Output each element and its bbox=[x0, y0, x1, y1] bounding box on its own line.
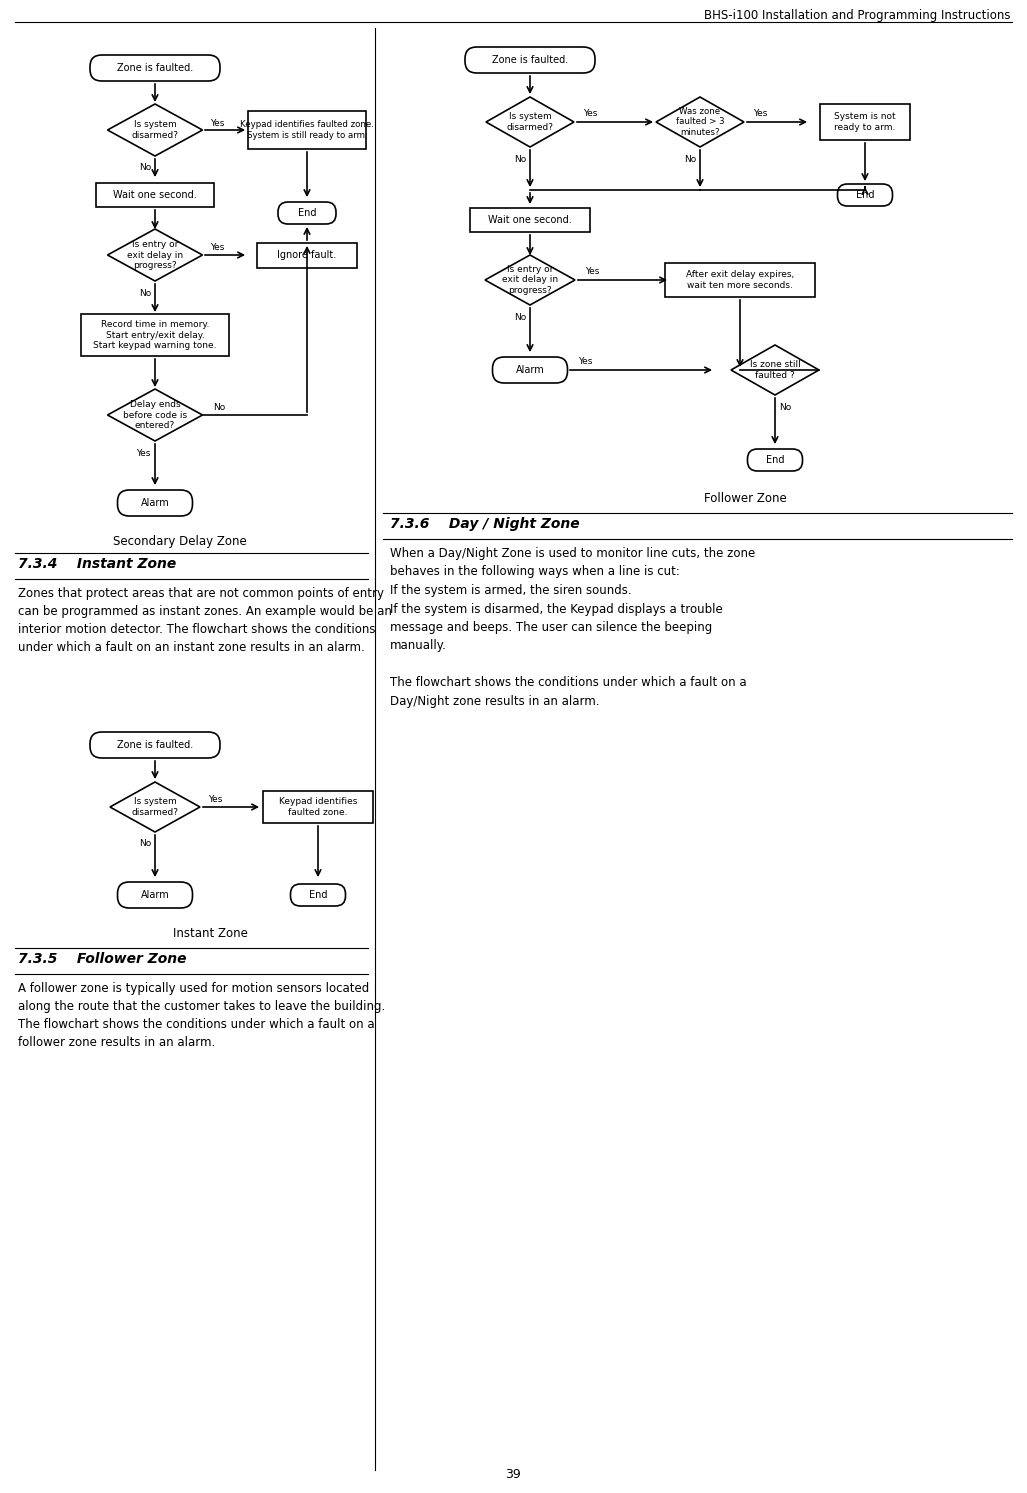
Text: After exit delay expires,
wait ten more seconds.: After exit delay expires, wait ten more … bbox=[686, 270, 794, 290]
FancyBboxPatch shape bbox=[465, 46, 595, 73]
Text: System is not
ready to arm.: System is not ready to arm. bbox=[834, 112, 896, 131]
Text: No: No bbox=[139, 164, 151, 173]
Text: No: No bbox=[213, 403, 225, 412]
Text: End: End bbox=[766, 455, 785, 464]
Polygon shape bbox=[485, 255, 575, 305]
Text: Is system
disarmed?: Is system disarmed? bbox=[131, 121, 179, 140]
Text: No: No bbox=[514, 312, 526, 321]
Text: Zone is faulted.: Zone is faulted. bbox=[117, 63, 193, 73]
Text: No: No bbox=[684, 154, 696, 164]
FancyBboxPatch shape bbox=[291, 884, 345, 906]
FancyBboxPatch shape bbox=[837, 184, 892, 206]
Text: Zone is faulted.: Zone is faulted. bbox=[492, 55, 568, 66]
FancyBboxPatch shape bbox=[117, 490, 192, 517]
Text: Alarm: Alarm bbox=[141, 890, 169, 900]
Text: Ignore fault.: Ignore fault. bbox=[277, 249, 337, 260]
Bar bbox=[81, 314, 229, 355]
Text: Keypad identifies faulted zone.
System is still ready to arm.: Keypad identifies faulted zone. System i… bbox=[240, 121, 374, 140]
Text: Follower Zone: Follower Zone bbox=[703, 493, 787, 505]
Text: 7.3.5    Follower Zone: 7.3.5 Follower Zone bbox=[18, 953, 187, 966]
Text: Instant Zone: Instant Zone bbox=[173, 927, 248, 941]
Text: Is zone still
faulted ?: Is zone still faulted ? bbox=[750, 360, 800, 379]
Text: Keypad identifies
faulted zone.: Keypad identifies faulted zone. bbox=[278, 797, 357, 817]
Text: Wait one second.: Wait one second. bbox=[488, 215, 572, 225]
Text: Secondary Delay Zone: Secondary Delay Zone bbox=[113, 534, 246, 548]
Text: 39: 39 bbox=[505, 1468, 521, 1481]
Text: Yes: Yes bbox=[207, 794, 222, 803]
Text: BHS-i100 Installation and Programming Instructions: BHS-i100 Installation and Programming In… bbox=[703, 9, 1010, 22]
Text: Yes: Yes bbox=[753, 109, 767, 118]
Text: A follower zone is typically used for motion sensors located
along the route tha: A follower zone is typically used for mo… bbox=[18, 982, 385, 1050]
Text: 7.3.4    Instant Zone: 7.3.4 Instant Zone bbox=[18, 557, 177, 570]
Text: Alarm: Alarm bbox=[141, 499, 169, 508]
Text: Yes: Yes bbox=[582, 109, 597, 118]
Polygon shape bbox=[486, 97, 574, 146]
Bar bbox=[820, 105, 910, 140]
FancyBboxPatch shape bbox=[493, 357, 568, 384]
Text: Wait one second.: Wait one second. bbox=[113, 190, 197, 200]
Text: End: End bbox=[309, 890, 328, 900]
Text: Is system
disarmed?: Is system disarmed? bbox=[131, 797, 179, 817]
FancyBboxPatch shape bbox=[90, 55, 220, 81]
Text: Was zone
faulted > 3
minutes?: Was zone faulted > 3 minutes? bbox=[676, 107, 724, 137]
Text: No: No bbox=[778, 403, 791, 412]
Text: End: End bbox=[298, 208, 316, 218]
Polygon shape bbox=[731, 345, 819, 396]
Text: Yes: Yes bbox=[210, 118, 224, 127]
Text: Alarm: Alarm bbox=[516, 364, 544, 375]
Text: When a Day/Night Zone is used to monitor line cuts, the zone
behaves in the foll: When a Day/Night Zone is used to monitor… bbox=[390, 546, 755, 708]
Text: Yes: Yes bbox=[210, 243, 224, 252]
Text: Is entry or
exit delay in
progress?: Is entry or exit delay in progress? bbox=[127, 240, 183, 270]
FancyBboxPatch shape bbox=[748, 449, 802, 470]
Text: No: No bbox=[514, 154, 526, 164]
Polygon shape bbox=[656, 97, 744, 146]
Bar bbox=[470, 208, 589, 231]
Text: 7.3.6    Day / Night Zone: 7.3.6 Day / Night Zone bbox=[390, 517, 579, 532]
Polygon shape bbox=[108, 105, 202, 155]
FancyBboxPatch shape bbox=[117, 882, 192, 908]
Text: Record time in memory.
Start entry/exit delay.
Start keypad warning tone.: Record time in memory. Start entry/exit … bbox=[93, 320, 217, 349]
Polygon shape bbox=[108, 228, 202, 281]
Text: No: No bbox=[139, 839, 151, 848]
Text: Zone is faulted.: Zone is faulted. bbox=[117, 741, 193, 749]
Bar bbox=[263, 791, 373, 823]
Text: Yes: Yes bbox=[584, 267, 599, 276]
Text: Delay ends
before code is
entered?: Delay ends before code is entered? bbox=[123, 400, 187, 430]
Bar bbox=[96, 184, 214, 208]
Polygon shape bbox=[110, 782, 200, 832]
Text: Yes: Yes bbox=[136, 448, 150, 457]
Text: Yes: Yes bbox=[578, 357, 593, 366]
Bar bbox=[257, 242, 357, 267]
Bar bbox=[248, 110, 366, 149]
Polygon shape bbox=[108, 390, 202, 440]
Text: Is system
disarmed?: Is system disarmed? bbox=[506, 112, 554, 131]
Text: End: End bbox=[855, 190, 874, 200]
FancyBboxPatch shape bbox=[90, 732, 220, 758]
Text: Is entry or
exit delay in
progress?: Is entry or exit delay in progress? bbox=[502, 266, 558, 296]
Bar bbox=[665, 263, 815, 297]
FancyBboxPatch shape bbox=[278, 202, 336, 224]
Text: No: No bbox=[139, 288, 151, 297]
Text: Zones that protect areas that are not common points of entry
can be programmed a: Zones that protect areas that are not co… bbox=[18, 587, 392, 654]
